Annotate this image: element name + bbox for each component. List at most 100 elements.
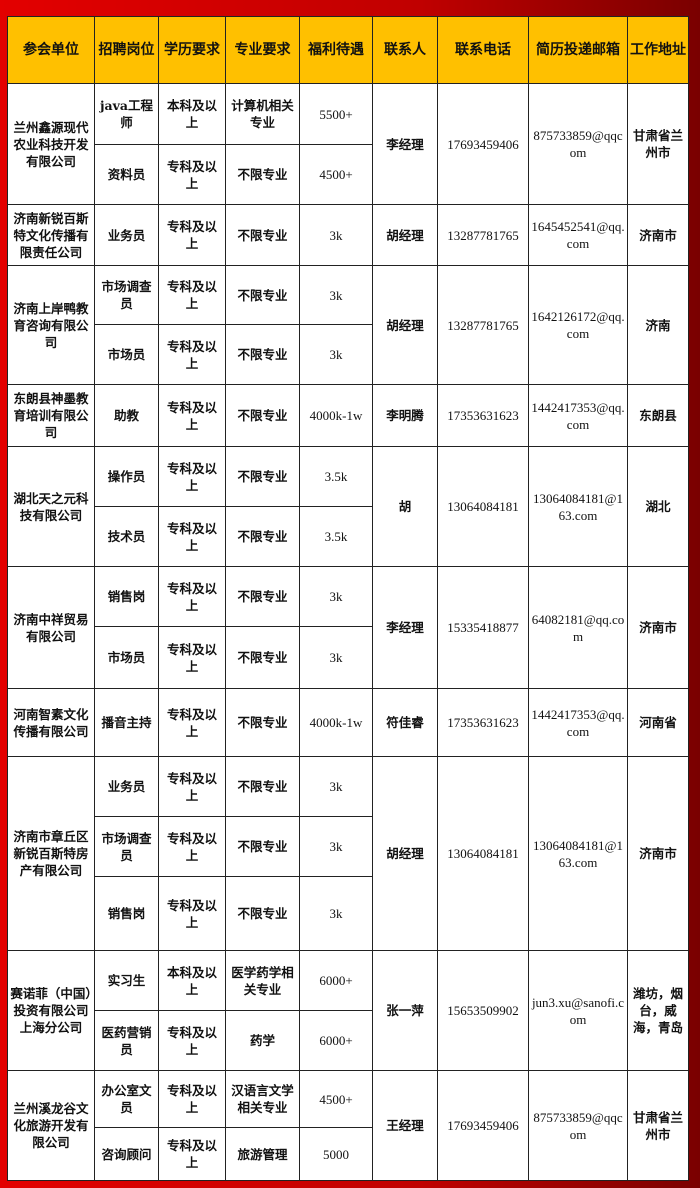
salary: 5000 <box>299 1127 373 1181</box>
contact-person: 胡经理 <box>372 265 438 385</box>
table-row: 兰州鑫源现代农业科技开发有限公司 java工程师 本科及以上 计算机相关专业 5500+… <box>7 83 689 205</box>
position-title: 销售岗 <box>94 876 159 951</box>
education-requirement: 专科及以上 <box>158 446 226 507</box>
major-requirement: 汉语言文学相关专业 <box>225 1070 300 1128</box>
table-row: 赛诺菲（中国）投资有限公司上海分公司 实习生 本科及以上 医学药学相关专业 6000+ 张… <box>7 950 689 1071</box>
company-name: 兰州溪龙谷文化旅游开发有限公司 <box>7 1070 95 1181</box>
position-title: 市场调查员 <box>94 265 159 325</box>
company-name: 湖北天之元科技有限公司 <box>7 446 95 567</box>
work-address: 济南市 <box>627 204 689 266</box>
work-address: 东朗县 <box>627 384 689 447</box>
education-requirement: 专科及以上 <box>158 1070 226 1128</box>
company-name: 济南中祥贸易有限公司 <box>7 566 95 689</box>
contact-phone: 17693459406 <box>437 1070 529 1181</box>
recruitment-table: 参会单位 招聘岗位 学历要求 专业要求 福利待遇 联系人 联系电话 简历投递邮箱 工作地址 兰州鑫… <box>7 16 689 1181</box>
education-requirement: 专科及以上 <box>158 688 226 757</box>
major-requirement: 旅游管理 <box>225 1127 300 1181</box>
education-requirement: 本科及以上 <box>158 83 226 145</box>
major-requirement: 计算机相关专业 <box>225 83 300 145</box>
table-row: 销售岗 专科及以上 不限专业 3k <box>8 876 689 951</box>
table-row: 济南市章丘区新锐百斯特房产有限公司 业务员 专科及以上 不限专业 3k 胡经理 130640… <box>7 756 689 951</box>
major-requirement: 不限专业 <box>225 204 300 266</box>
position-title: 实习生 <box>94 950 159 1011</box>
position-title: 播音主持 <box>94 688 159 757</box>
header-major: 专业要求 <box>225 16 300 84</box>
major-requirement: 不限专业 <box>225 265 300 325</box>
contact-person: 胡经理 <box>372 756 438 951</box>
company-name: 东朗县神墨教育培训有限公司 <box>7 384 95 447</box>
table-row: 湖北天之元科技有限公司 操作员 专科及以上 不限专业 3.5k 胡 13064084181 1… <box>7 446 689 567</box>
education-requirement: 专科及以上 <box>158 144 226 205</box>
salary: 3k <box>299 324 373 385</box>
major-requirement: 药学 <box>225 1010 300 1071</box>
table-row: 资料员 专科及以上 不限专业 4500+ <box>8 144 689 205</box>
major-requirement: 医学药学相关专业 <box>225 950 300 1011</box>
education-requirement: 专科及以上 <box>158 876 226 951</box>
major-requirement: 不限专业 <box>225 144 300 205</box>
work-address: 济南市 <box>627 566 689 689</box>
table-row: 济南上岸鸭教育咨询有限公司 市场调查员 专科及以上 不限专业 3k 胡经理 13287781… <box>7 265 689 385</box>
table-row: 咨询顾问 专科及以上 旅游管理 5000 <box>8 1127 689 1181</box>
education-requirement: 专科及以上 <box>158 204 226 266</box>
work-address: 甘肃省兰州市 <box>627 1070 689 1181</box>
table-row: 技术员 专科及以上 不限专业 3.5k <box>8 506 689 567</box>
header-education: 学历要求 <box>158 16 226 84</box>
resume-email: 875733859@qqcom <box>528 1070 628 1181</box>
contact-phone: 13064084181 <box>437 446 529 567</box>
major-requirement: 不限专业 <box>225 626 300 689</box>
position-title: 市场员 <box>94 626 159 689</box>
work-address: 湖北 <box>627 446 689 567</box>
position-title: 医药营销员 <box>94 1010 159 1071</box>
contact-person: 李经理 <box>372 566 438 689</box>
salary: 4500+ <box>299 1070 373 1128</box>
salary: 3.5k <box>299 446 373 507</box>
education-requirement: 专科及以上 <box>158 324 226 385</box>
contact-phone: 13064084181 <box>437 756 529 951</box>
major-requirement: 不限专业 <box>225 756 300 817</box>
salary: 4500+ <box>299 144 373 205</box>
work-address: 潍坊，烟台，威海，青岛 <box>627 950 689 1071</box>
contact-person: 王经理 <box>372 1070 438 1181</box>
contact-person: 张一萍 <box>372 950 438 1071</box>
resume-email: 13064084181@163.com <box>528 446 628 567</box>
position-title: 办公室文员 <box>94 1070 159 1128</box>
work-address: 济南市 <box>627 756 689 951</box>
position-title: 销售岗 <box>94 566 159 627</box>
work-address: 河南省 <box>627 688 689 757</box>
major-requirement: 不限专业 <box>225 876 300 951</box>
resume-email: 875733859@qqcom <box>528 83 628 205</box>
table-row: 济南中祥贸易有限公司 销售岗 专科及以上 不限专业 3k 李经理 15335418877 64… <box>7 566 689 689</box>
resume-email: 13064084181@163.com <box>528 756 628 951</box>
education-requirement: 本科及以上 <box>158 950 226 1011</box>
major-requirement: 不限专业 <box>225 688 300 757</box>
contact-phone: 15653509902 <box>437 950 529 1071</box>
education-requirement: 专科及以上 <box>158 1010 226 1071</box>
contact-person: 李明腾 <box>372 384 438 447</box>
contact-phone: 17353631623 <box>437 384 529 447</box>
company-name: 兰州鑫源现代农业科技开发有限公司 <box>7 83 95 205</box>
education-requirement: 专科及以上 <box>158 756 226 817</box>
contact-phone: 13287781765 <box>437 204 529 266</box>
header-email: 简历投递邮箱 <box>528 16 628 84</box>
salary: 3.5k <box>299 506 373 567</box>
salary: 3k <box>299 204 373 266</box>
contact-person: 符佳睿 <box>372 688 438 757</box>
resume-email: 64082181@qq.com <box>528 566 628 689</box>
salary: 4000k-1w <box>299 688 373 757</box>
position-title: java工程师 <box>94 83 159 145</box>
table-row: 济南新锐百斯特文化传播有限责任公司 业务员 专科及以上 不限专业 3k 胡经理 132877… <box>7 204 689 266</box>
company-name: 济南上岸鸭教育咨询有限公司 <box>7 265 95 385</box>
resume-email: jun3.xu@sanofi.com <box>528 950 628 1071</box>
table-row: 东朗县神墨教育培训有限公司 助教 专科及以上 不限专业 4000k-1w 李明腾 17353… <box>7 384 689 447</box>
major-requirement: 不限专业 <box>225 446 300 507</box>
table-row: 兰州溪龙谷文化旅游开发有限公司 办公室文员 专科及以上 汉语言文学相关专业 4500+ 王… <box>7 1070 689 1181</box>
major-requirement: 不限专业 <box>225 506 300 567</box>
position-title: 业务员 <box>94 756 159 817</box>
salary: 6000+ <box>299 950 373 1011</box>
salary: 3k <box>299 876 373 951</box>
resume-email: 1442417353@qq.com <box>528 688 628 757</box>
header-contact: 联系人 <box>372 16 438 84</box>
salary: 4000k-1w <box>299 384 373 447</box>
salary: 6000+ <box>299 1010 373 1071</box>
contact-person: 胡 <box>372 446 438 567</box>
